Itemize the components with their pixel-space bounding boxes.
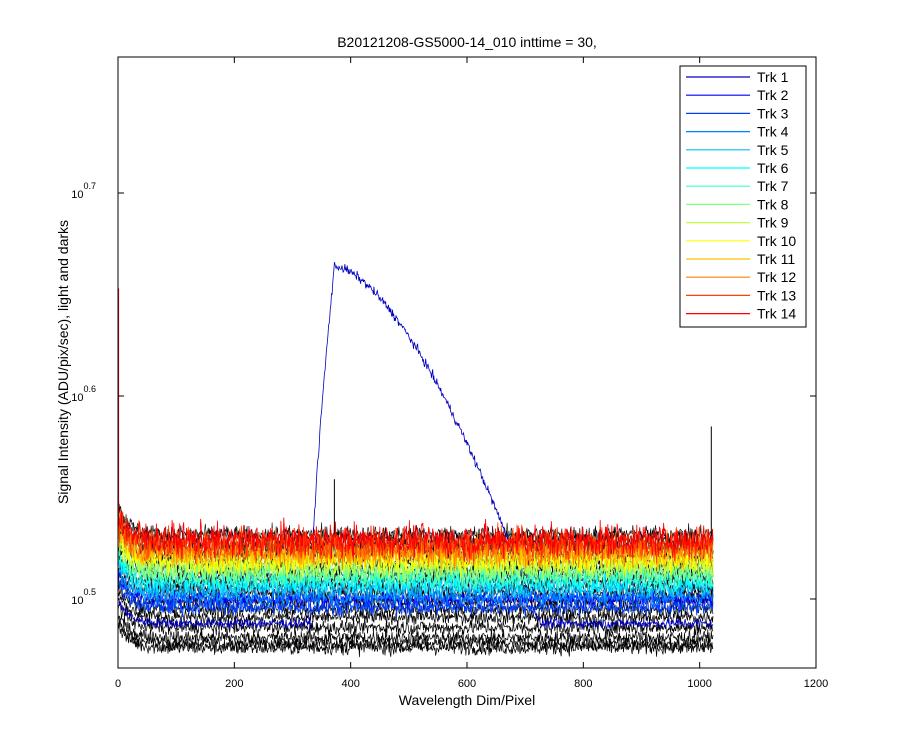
dark-trace-5 — [118, 592, 714, 627]
legend-box — [679, 65, 807, 328]
legend-label-13: Trk 13 — [757, 287, 796, 303]
legend-label-6: Trk 6 — [757, 160, 789, 176]
legend-label-3: Trk 3 — [757, 105, 789, 121]
light-trace-7 — [118, 548, 714, 592]
light-trace-14 — [118, 510, 714, 563]
legend-label-7: Trk 7 — [757, 178, 789, 194]
legend: Trk 1 Trk 2 Trk 3 Trk 4 Trk 5 Trk 6 Trk 7 Trk 8… — [679, 65, 807, 328]
x-tick-label: 800 — [574, 678, 592, 690]
legend-label-10: Trk 10 — [757, 233, 796, 249]
legend-items: Trk 1 Trk 2 Trk 3 Trk 4 Trk 5 Trk 6 Trk 7 Trk 8… — [686, 69, 796, 322]
light-trace-4 — [118, 568, 714, 608]
light-trace-6 — [118, 555, 714, 599]
dark-trace-2 — [118, 622, 714, 658]
legend-label-5: Trk 5 — [757, 142, 789, 158]
y-tick-label: 100.5 — [71, 587, 96, 607]
y-tick-exponent: 0.5 — [83, 587, 96, 597]
y-axis-label: Signal Intensity (ADU/pix/sec), light an… — [55, 220, 71, 504]
y-tick-base: 10 — [71, 595, 83, 607]
x-tick-label: 1200 — [804, 678, 828, 690]
chart-title: B20121208-GS5000-14_010 inttime = 30, — [337, 34, 597, 50]
legend-label-9: Trk 9 — [757, 215, 789, 231]
dark-trace-3 — [118, 614, 714, 649]
dark-trace-6 — [118, 584, 714, 619]
x-axis-label: Wavelength Dim/Pixel — [399, 692, 535, 708]
x-tick-label: 200 — [225, 678, 243, 690]
y-tick-exponent: 0.6 — [83, 384, 96, 394]
y-tick-label: 100.6 — [71, 384, 96, 404]
legend-label-8: Trk 8 — [757, 196, 789, 212]
legend-label-4: Trk 4 — [757, 124, 789, 140]
legend-label-11: Trk 11 — [757, 251, 795, 267]
y-tick-base: 10 — [71, 189, 83, 201]
x-tick-label: 400 — [341, 678, 359, 690]
x-tick-label: 0 — [115, 678, 121, 690]
x-tick-label: 600 — [458, 678, 476, 690]
legend-label-2: Trk 2 — [757, 87, 789, 103]
x-tick-label: 1000 — [687, 678, 711, 690]
legend-label-1: Trk 1 — [757, 69, 789, 85]
legend-label-12: Trk 12 — [757, 269, 796, 285]
legend-label-14: Trk 14 — [757, 306, 796, 322]
x-axis-ticks: 0 200 400 600 800 1000 1200 — [115, 57, 828, 690]
data-layer — [118, 261, 714, 658]
y-tick-exponent: 0.7 — [83, 181, 96, 191]
light-trace-1 — [118, 261, 714, 631]
y-tick-base: 10 — [71, 392, 83, 404]
y-tick-label: 100.7 — [71, 181, 96, 201]
